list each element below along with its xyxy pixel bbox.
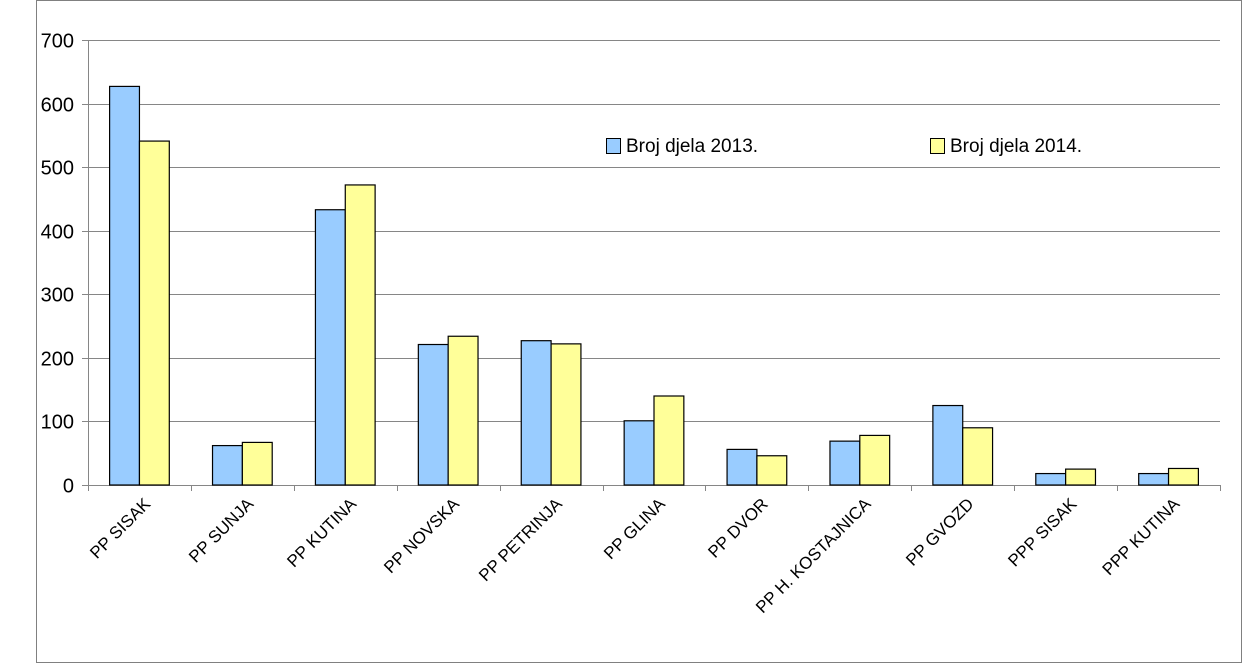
legend: Broj djela 2013. Broj djela 2014.: [606, 136, 1082, 157]
y-tick-label: 700: [41, 31, 74, 53]
x-tick-label: PP H. KOSTAJNICA: [752, 494, 875, 617]
y-tick-labels: 0 100 200 300 400 500 600 700: [41, 31, 74, 498]
y-tick-label: 300: [41, 285, 74, 307]
y-tick-label: 500: [41, 158, 74, 180]
y-tick-label: 400: [41, 222, 74, 244]
x-tick-label: PP SISAK: [86, 494, 154, 562]
bar-2013: [211, 444, 243, 486]
x-tick-label: PPP SISAK: [1004, 494, 1080, 570]
bar-2013: [623, 420, 655, 486]
bar-2014: [241, 441, 273, 486]
y-tick-label: 100: [41, 412, 74, 434]
x-tick-label: PP KUTINA: [283, 494, 360, 571]
bar-2013: [726, 448, 758, 486]
legend-label: Broj djela 2013.: [626, 136, 758, 157]
chart-border: [36, 0, 1242, 663]
bar-2013: [932, 404, 964, 486]
legend-swatch: [606, 138, 621, 154]
x-tick-label: PP GLINA: [600, 494, 669, 563]
bar-2014: [447, 335, 479, 486]
legend-swatch: [930, 138, 945, 154]
bar-2013: [314, 209, 346, 486]
bar-2014: [653, 395, 685, 486]
x-tick-label: PP DVOR: [704, 494, 771, 561]
bar-2014: [1167, 467, 1199, 486]
x-tick-labels: PP SISAK PP SUNJA PP KUTINA PP NOVSKA PP PET…: [86, 494, 1184, 617]
x-tick-label: PP NOVSKA: [380, 494, 463, 577]
chart-title-cropped: [0, 0, 1248, 8]
bar-2014: [550, 343, 582, 486]
bar-2013: [829, 440, 861, 486]
bar-2014: [962, 427, 994, 486]
legend-label: Broj djela 2014.: [950, 136, 1082, 157]
y-tick-label: 0: [63, 476, 74, 498]
bar-2014: [138, 140, 170, 486]
bar-2013: [1035, 472, 1067, 486]
bar-2013: [109, 85, 141, 486]
x-tick-label: PPP KUTINA: [1099, 494, 1184, 579]
bar-2013: [1138, 472, 1170, 486]
x-tick-label: PP GVOZD: [902, 494, 977, 569]
bar-2013: [417, 343, 449, 486]
bar-2014: [344, 184, 376, 486]
y-tick-label: 600: [41, 95, 74, 117]
x-tick-label: PP SUNJA: [185, 494, 257, 566]
bar-2014: [756, 455, 788, 486]
y-tick-label: 200: [41, 349, 74, 371]
bars: [109, 85, 1199, 486]
bar-2014: [1065, 468, 1097, 486]
bar-2013: [520, 340, 552, 486]
x-tick-label: PP PETRINJA: [475, 494, 566, 585]
gridlines: [88, 40, 1220, 422]
bar-2014: [859, 434, 891, 486]
